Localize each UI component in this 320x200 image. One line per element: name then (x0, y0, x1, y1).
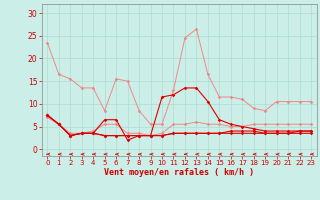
X-axis label: Vent moyen/en rafales ( km/h ): Vent moyen/en rafales ( km/h ) (104, 168, 254, 177)
